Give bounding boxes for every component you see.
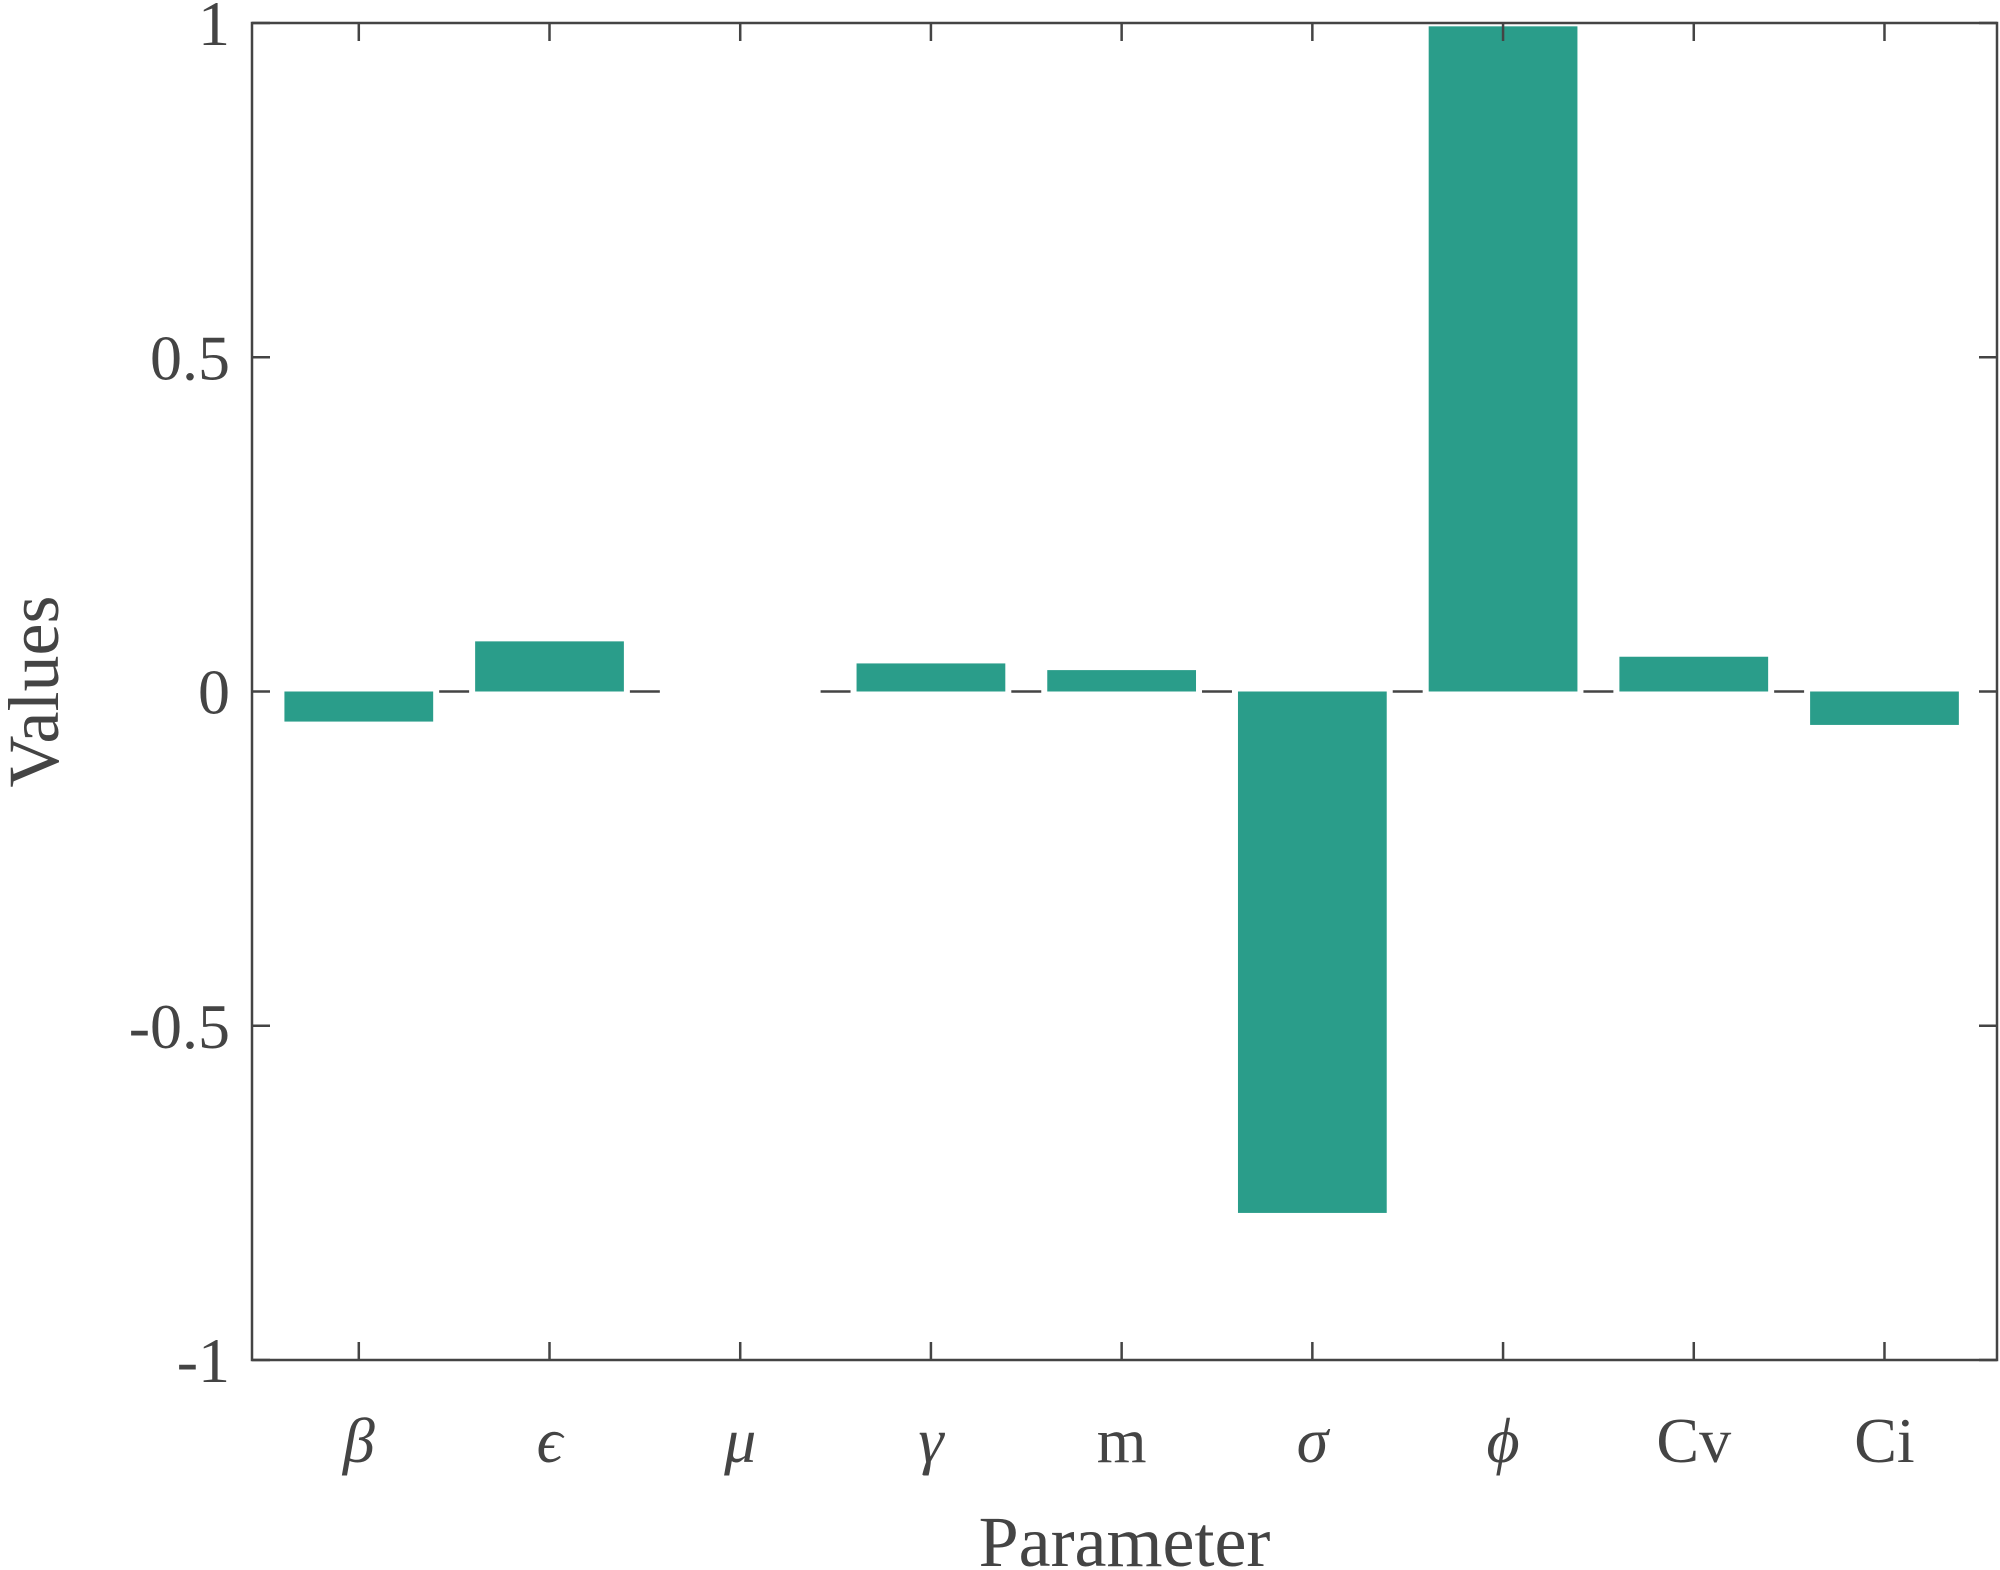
y-tick-label-3: 0.5 bbox=[150, 322, 230, 393]
x-tick-label-8: Ci bbox=[1854, 1405, 1914, 1476]
x-tick-label-5: σ bbox=[1297, 1405, 1331, 1476]
x-tick-label-2: μ bbox=[723, 1405, 756, 1476]
y-tick-label-2: 0 bbox=[198, 657, 230, 728]
x-tick-label-6: ϕ bbox=[1486, 1405, 1519, 1476]
x-axis-title: Parameter bbox=[979, 1502, 1271, 1570]
bar-0 bbox=[284, 691, 434, 722]
bar-8 bbox=[1810, 691, 1959, 725]
x-axis-ticks: β ϵ μ γ m σ ϕ Cv Ci bbox=[341, 23, 1915, 1476]
bar-1 bbox=[475, 641, 624, 692]
bar-3 bbox=[856, 663, 1006, 692]
y-tick-label-4: 1 bbox=[198, 0, 230, 59]
bar-6 bbox=[1428, 26, 1578, 692]
x-tick-label-3: γ bbox=[918, 1405, 945, 1476]
y-tick-label-0: -1 bbox=[177, 1325, 230, 1396]
y-axis-ticks: -1 -0.5 0 0.5 1 bbox=[129, 0, 1997, 1396]
y-axis-title: Values bbox=[0, 596, 74, 788]
bar-5 bbox=[1237, 691, 1387, 1213]
bars-group bbox=[284, 26, 1959, 1213]
x-tick-label-0: β bbox=[341, 1405, 375, 1476]
x-tick-label-7: Cv bbox=[1656, 1405, 1731, 1476]
x-tick-label-4: m bbox=[1097, 1405, 1147, 1476]
y-tick-label-1: -0.5 bbox=[129, 991, 230, 1062]
bar-4 bbox=[1047, 670, 1197, 692]
x-tick-label-1: ϵ bbox=[537, 1405, 565, 1476]
bar-7 bbox=[1619, 656, 1769, 692]
